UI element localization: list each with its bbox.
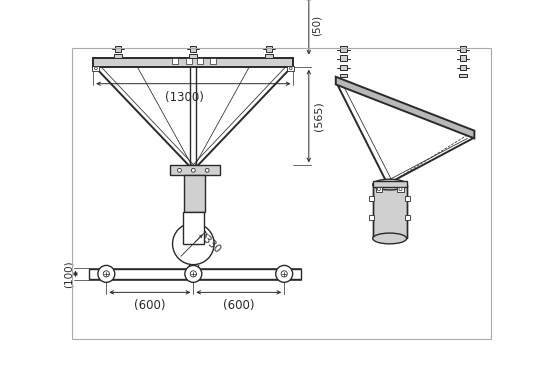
Bar <box>459 16 466 19</box>
Circle shape <box>276 265 293 282</box>
Bar <box>373 185 406 239</box>
Bar <box>190 0 196 2</box>
Bar <box>114 54 122 57</box>
Bar <box>266 4 272 10</box>
Bar <box>287 66 294 70</box>
Circle shape <box>191 169 195 172</box>
Bar <box>266 0 272 2</box>
Bar <box>265 54 273 57</box>
Bar <box>266 46 272 51</box>
Text: (100): (100) <box>64 260 74 288</box>
Bar <box>340 19 346 25</box>
Bar <box>340 37 346 43</box>
Bar <box>340 16 348 19</box>
Text: (600): (600) <box>134 298 166 311</box>
Bar <box>373 181 406 187</box>
Bar <box>92 66 100 70</box>
Bar <box>266 38 272 43</box>
Bar <box>340 28 346 34</box>
Bar <box>340 46 346 52</box>
Bar <box>460 19 466 25</box>
Text: Ø330: Ø330 <box>196 229 223 255</box>
Circle shape <box>95 67 97 70</box>
Bar <box>189 54 197 57</box>
Bar <box>190 4 196 10</box>
Bar <box>115 0 121 2</box>
Bar <box>369 196 374 201</box>
Circle shape <box>399 188 402 191</box>
Bar <box>197 58 204 64</box>
Circle shape <box>185 265 202 282</box>
Bar <box>266 13 272 18</box>
Bar <box>340 65 346 70</box>
Bar <box>115 38 121 43</box>
Bar <box>115 46 121 51</box>
Bar <box>376 187 382 192</box>
Ellipse shape <box>373 233 406 244</box>
Bar <box>369 215 374 220</box>
Bar <box>190 38 196 43</box>
Bar <box>184 175 205 211</box>
Bar <box>170 165 221 175</box>
Bar <box>459 74 466 77</box>
Polygon shape <box>336 77 474 138</box>
Bar <box>340 56 346 61</box>
Circle shape <box>289 67 292 70</box>
Bar <box>190 46 196 51</box>
Bar <box>190 21 196 26</box>
Bar <box>397 187 404 192</box>
Bar <box>89 269 301 278</box>
Bar <box>115 4 121 10</box>
Bar <box>405 215 410 220</box>
Circle shape <box>190 271 196 277</box>
Bar <box>460 56 466 61</box>
Bar <box>115 21 121 26</box>
Bar <box>460 65 466 70</box>
Circle shape <box>98 265 115 282</box>
Bar <box>460 37 466 43</box>
Bar <box>405 196 410 201</box>
Bar <box>190 13 196 18</box>
Circle shape <box>377 188 381 191</box>
Ellipse shape <box>373 179 406 190</box>
Text: (1300): (1300) <box>164 92 204 105</box>
Bar <box>210 58 217 64</box>
Bar <box>115 29 121 35</box>
Bar <box>190 29 196 35</box>
Text: (50): (50) <box>311 15 322 36</box>
Bar <box>183 211 204 244</box>
Bar <box>89 268 301 280</box>
Circle shape <box>205 169 209 172</box>
Bar <box>172 58 178 64</box>
Bar <box>115 13 121 18</box>
Bar <box>266 21 272 26</box>
Bar <box>266 29 272 35</box>
Bar <box>460 46 466 52</box>
Bar <box>93 57 294 67</box>
Bar <box>340 74 348 77</box>
Circle shape <box>178 169 182 172</box>
Text: (600): (600) <box>223 298 255 311</box>
Text: (565): (565) <box>313 101 323 131</box>
Circle shape <box>103 271 109 277</box>
Circle shape <box>281 271 287 277</box>
Bar <box>460 28 466 34</box>
Bar <box>186 58 192 64</box>
Circle shape <box>173 223 214 265</box>
